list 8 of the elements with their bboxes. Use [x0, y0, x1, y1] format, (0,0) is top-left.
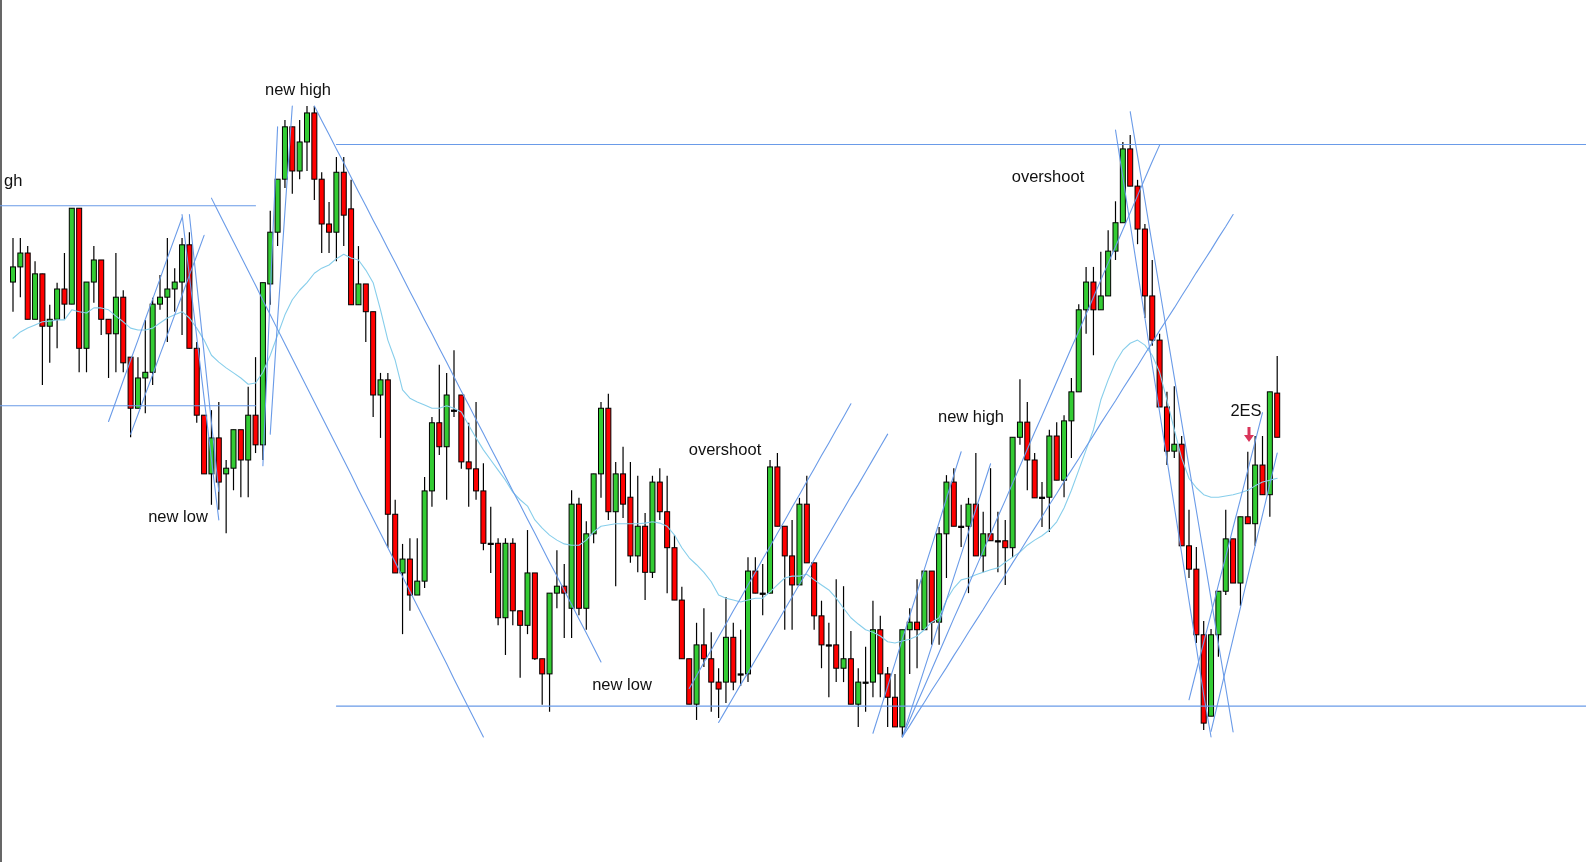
annotation: 2ES: [1230, 401, 1262, 420]
text: new high: [264, 80, 332, 99]
annotation: new high: [937, 407, 1005, 426]
annotation: new low: [592, 675, 652, 694]
annotation: new low: [148, 507, 208, 526]
annotation: overshoot: [688, 440, 762, 459]
annotation: gh: [4, 171, 23, 190]
annotation: overshoot: [1011, 167, 1085, 186]
